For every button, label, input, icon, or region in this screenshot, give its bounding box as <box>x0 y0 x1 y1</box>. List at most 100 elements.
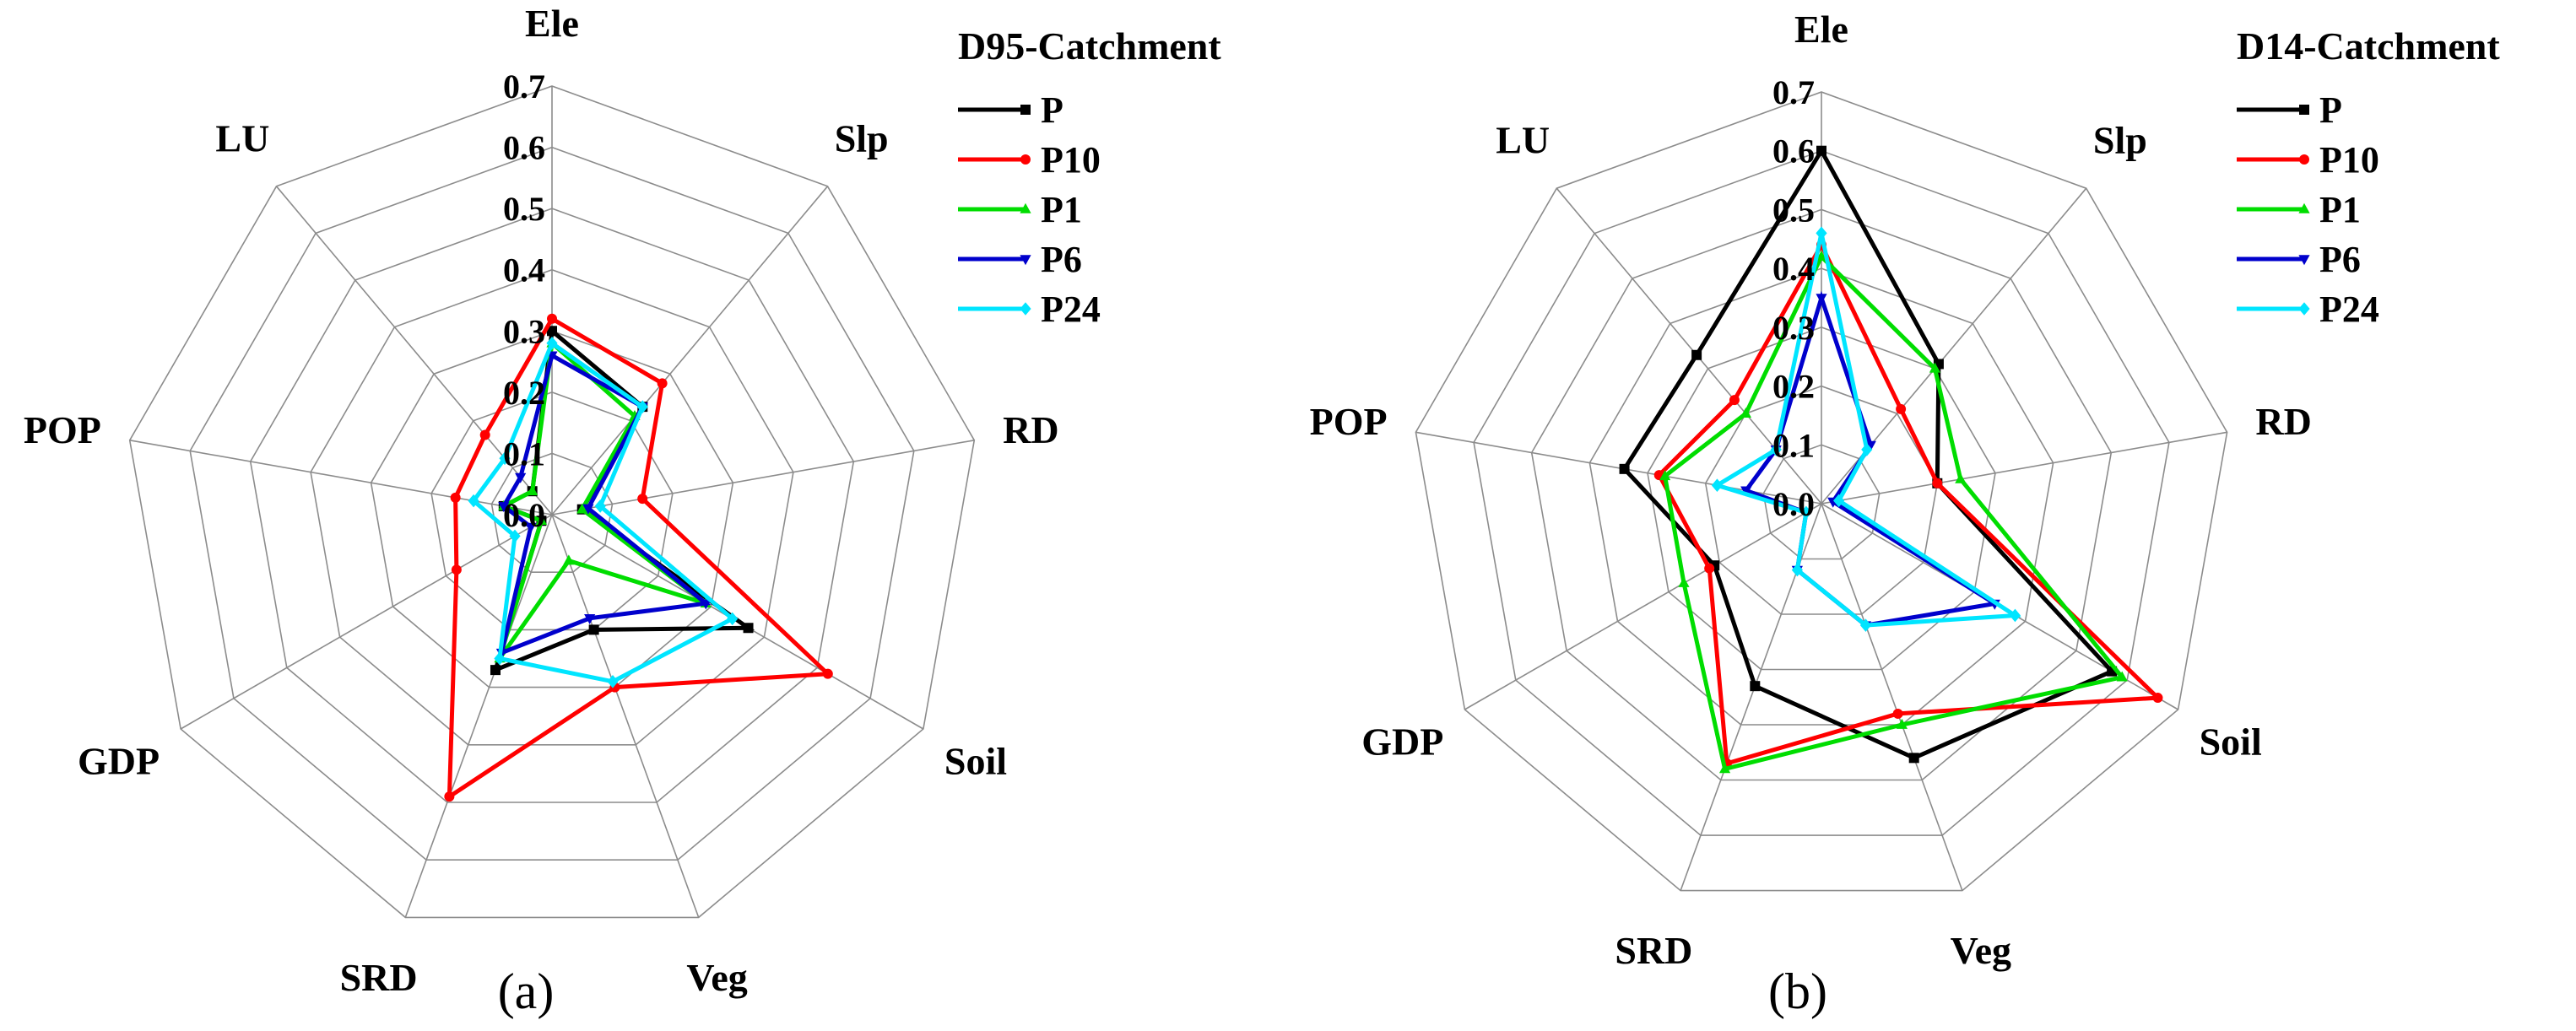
legend-marker-p1 <box>1020 202 1031 213</box>
axis-label-veg: Veg <box>1951 929 2011 972</box>
legend-item-p24: P24 <box>2237 289 2379 330</box>
legend-marker-p24 <box>2298 302 2310 316</box>
series-line-p10 <box>446 316 833 801</box>
grid-ring <box>1762 444 1881 560</box>
axis-label-soil: Soil <box>944 740 1007 783</box>
axis-label-ele: Ele <box>525 2 579 45</box>
spoke-veg <box>1821 503 1963 891</box>
series-p <box>1619 145 2118 764</box>
legend-item-p6: P6 <box>958 239 1082 280</box>
data-point-p10-pop <box>450 492 461 503</box>
tick-label: 0.3 <box>1772 309 1815 347</box>
data-point-p24-veg <box>1859 618 1872 632</box>
data-point-p24-srd <box>494 651 506 666</box>
legend-item-p10: P10 <box>2237 139 2379 181</box>
legend-marker-p6 <box>1020 255 1031 266</box>
data-point-p1-rd <box>576 503 588 514</box>
grid-ring <box>1473 149 2170 836</box>
data-point-p-pop <box>1619 463 1630 474</box>
data-point-p1-lu <box>1740 407 1751 418</box>
data-point-p1-veg <box>1896 718 1908 729</box>
axis-label-pop: POP <box>1310 400 1388 443</box>
tick-label: 0.2 <box>1772 368 1815 406</box>
legend-title: D95-Catchment <box>958 24 1221 67</box>
legend-label-p: P <box>1041 89 1063 131</box>
data-point-p24-veg <box>607 674 619 688</box>
legend-marker-p10 <box>2299 154 2309 165</box>
axis-label-slp: Slp <box>2093 119 2147 162</box>
grid-ring <box>128 85 976 919</box>
tick-label: 0.4 <box>1772 250 1815 288</box>
data-point-p24-slp <box>1861 443 1873 456</box>
legend-marker-p24 <box>1020 302 1031 316</box>
legend-item-p24: P24 <box>958 289 1101 330</box>
grid-ring <box>1588 267 2054 726</box>
grid-ring <box>189 146 915 861</box>
series-line-p1 <box>1662 252 2126 772</box>
radar-panel-b: 0.0 0.1 0.2 0.3 0.4 0.5 0.6 0.7 Ele Slp RD Soil Veg… <box>1310 8 2501 1019</box>
legend-label-p24: P24 <box>2319 289 2379 330</box>
legend: D95-Catchment P P10 P1 P6 P24 <box>958 24 1221 330</box>
spoke-veg <box>551 514 700 918</box>
tick-label: 0.0 <box>503 496 545 534</box>
data-point-p-ele <box>1816 145 1826 156</box>
spoke-srd <box>404 514 553 918</box>
data-point-p24-ele <box>546 337 558 350</box>
axis-label-srd: SRD <box>340 956 418 999</box>
panel-label: (a) <box>498 964 555 1019</box>
series-line-p24 <box>1712 232 2022 628</box>
data-point-p6-lu <box>515 472 527 483</box>
legend-marker-p <box>2299 105 2309 115</box>
data-point-p6-pop <box>498 502 510 513</box>
grid-ring <box>1704 385 1939 615</box>
data-point-p-srd <box>1750 681 1761 692</box>
data-point-p10-veg <box>1892 708 1903 719</box>
tick-label: 0.1 <box>503 435 545 472</box>
data-point-p10-soil <box>822 668 833 679</box>
data-point-p24-gdp <box>1800 505 1812 520</box>
tick-label: 0.1 <box>1772 426 1815 464</box>
series-line-p24 <box>470 339 737 684</box>
grid-ring <box>1530 208 2113 781</box>
spoke-rd <box>551 440 975 516</box>
data-point-p24-gdp <box>509 529 521 543</box>
legend-label-p10: P10 <box>2319 139 2379 181</box>
axis-label-ele: Ele <box>1794 8 1848 51</box>
data-point-p10-srd <box>444 791 455 802</box>
tick-label: 0.6 <box>1772 132 1815 170</box>
radial-tick-labels: 0.0 0.1 0.2 0.3 0.4 0.5 0.6 0.7 <box>1772 73 1815 523</box>
legend-item-p: P <box>958 89 1063 131</box>
data-point-p24-srd <box>1791 563 1803 577</box>
legend-label-p6: P6 <box>2319 239 2361 280</box>
spoke-slp <box>551 186 829 516</box>
data-point-p24-soil <box>727 612 739 626</box>
series-p1 <box>1659 251 2128 774</box>
grid-ring <box>1647 327 1996 671</box>
axis-labels: Ele Slp RD Soil Veg SRD GDP POP LU <box>24 2 1059 999</box>
axis-label-lu: LU <box>1496 119 1550 162</box>
radar-series <box>1619 145 2163 774</box>
data-point-p10-slp <box>657 378 668 389</box>
data-point-p1-veg <box>563 554 575 565</box>
data-point-p10-slp <box>1896 403 1907 414</box>
data-point-p1-rd <box>1955 472 1967 483</box>
panel-label: (b) <box>1768 964 1827 1019</box>
data-point-p24-rd <box>1832 494 1845 508</box>
tick-label: 0.5 <box>1772 191 1815 229</box>
spoke-rd <box>1821 431 2227 505</box>
data-point-p1-lu <box>527 485 538 496</box>
data-point-p24-ele <box>1816 226 1827 240</box>
axis-label-veg: Veg <box>686 956 747 999</box>
tick-label: 0.5 <box>503 190 545 228</box>
legend-title: D14-Catchment <box>2237 24 2500 67</box>
axis-labels: Ele Slp RD Soil Veg SRD GDP POP LU <box>1310 8 2312 972</box>
radar-spokes <box>1415 92 2227 891</box>
data-point-p24-lu <box>1770 443 1782 456</box>
legend-marker-p <box>1020 105 1031 115</box>
data-point-p10-gdp <box>1704 563 1715 574</box>
data-point-p1-ele <box>1816 251 1827 261</box>
series-p10 <box>1653 240 2163 769</box>
axis-label-srd: SRD <box>1615 929 1692 972</box>
